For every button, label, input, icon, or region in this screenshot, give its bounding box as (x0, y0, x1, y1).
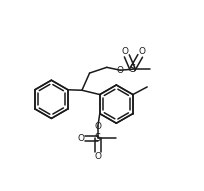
Text: S: S (95, 134, 101, 143)
Text: O: O (78, 134, 85, 143)
Text: O: O (139, 47, 146, 56)
Text: O: O (94, 151, 101, 161)
Text: S: S (130, 64, 136, 74)
Text: O: O (121, 47, 129, 56)
Text: O: O (94, 121, 101, 131)
Text: O: O (117, 66, 124, 75)
